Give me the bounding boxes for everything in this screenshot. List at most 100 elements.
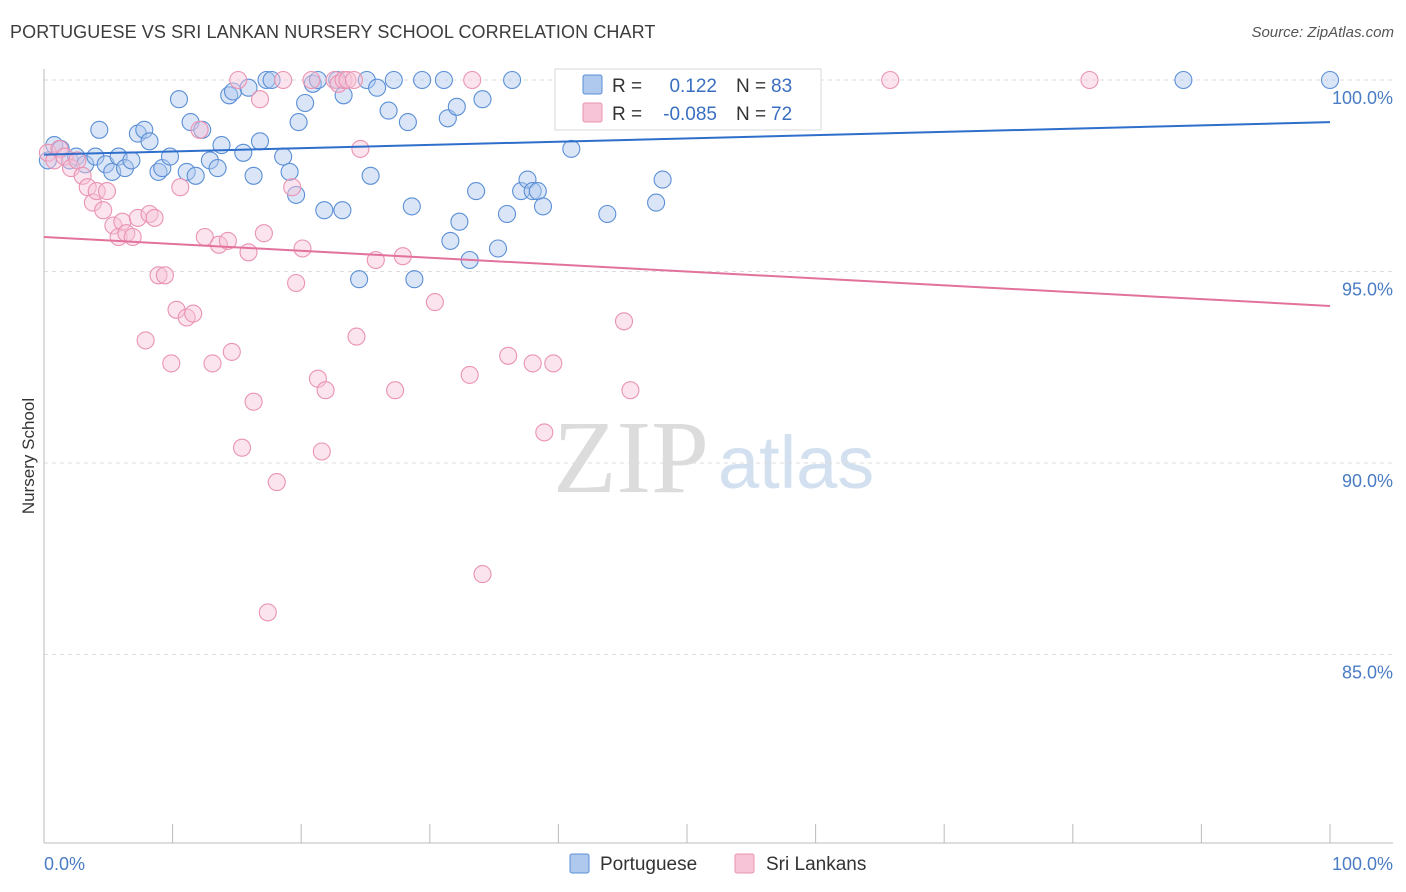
point-portuguese-12 [122,151,141,170]
point-portuguese-58 [447,97,466,116]
y-tick-labels: 100.0% 95.0% 90.0% 85.0% [1332,88,1393,683]
point-sri-lankans-53 [338,70,357,90]
legend-r-label-portuguese: R = [612,76,642,97]
chart-title: PORTUGUESE VS SRI LANKAN NURSERY SCHOOL … [10,22,656,42]
y-axis-title: Nursery School [19,398,38,514]
point-portuguese-22 [186,166,205,185]
watermark-zip: ZIP [553,400,709,515]
point-portuguese-72 [562,139,581,158]
point-portuguese-65 [497,204,517,224]
legend-n-value-sri-lankans: 72 [771,104,792,125]
point-portuguese-62 [467,182,486,201]
point-portuguese-75 [647,193,666,212]
point-sri-lankans-35 [232,438,252,457]
legend-r-value-sri-lankans: -0.085 [663,104,717,125]
legend-n-label-portuguese: N = [736,76,766,97]
point-sri-lankans-45 [293,239,312,258]
point-sri-lankans-18 [136,331,155,350]
point-portuguese-28 [223,82,243,101]
point-sri-lankans-38 [250,90,270,109]
point-sri-lankans-68 [614,312,634,331]
chart-source: Source: ZipAtlas.com [1251,24,1394,41]
point-sri-lankans-58 [386,381,405,400]
legend-n-value-portuguese: 83 [771,76,792,97]
x-tick-label-0: 0.0% [44,854,85,874]
point-portuguese-70 [528,182,547,201]
point-portuguese-76 [653,170,672,189]
point-sri-lankans-67 [544,354,563,373]
point-sri-lankans-30 [203,354,222,373]
point-sri-lankans-44 [287,273,306,293]
point-sri-lankans-22 [155,266,174,285]
point-portuguese-25 [208,159,227,178]
point-sri-lankans-25 [171,178,190,197]
x-tick-label-1: 100.0% [1332,854,1393,874]
legend-swatch-sri-lankans [582,102,603,123]
point-sri-lankans-9 [87,182,106,201]
point-sri-lankans-1 [45,151,64,170]
point-sri-lankans-61 [460,365,479,384]
point-portuguese-48 [361,166,380,185]
point-sri-lankans-56 [351,139,370,158]
point-sri-lankans-20 [145,208,164,227]
point-portuguese-20 [177,162,196,181]
y-tick-label-2: 90.0% [1342,471,1393,491]
legend-swatch-portuguese [582,74,603,95]
point-sri-lankans-36 [239,243,258,262]
legend-r-value-portuguese: 0.122 [669,76,717,97]
point-portuguese-71 [533,197,553,216]
point-sri-lankans-65 [523,354,542,373]
point-sri-lankans-43 [283,178,302,197]
point-portuguese-60 [441,231,460,250]
point-sri-lankans-33 [222,342,241,361]
point-sri-lankans-63 [473,565,492,584]
point-portuguese-29 [234,143,253,162]
point-portuguese-38 [289,113,308,132]
stats-legend: R = 0.122 N = 83 R = -0.085 N = 72 [554,68,822,131]
point-portuguese-81 [1174,70,1193,90]
point-sri-lankans-27 [184,304,203,323]
point-portuguese-7 [90,120,109,139]
point-sri-lankans-48 [312,442,331,461]
point-sri-lankans-8 [83,193,102,212]
series-legend-label-portuguese: Portuguese [600,854,697,875]
point-portuguese-14 [135,120,154,139]
point-portuguese-51 [384,70,403,90]
series-legend-swatch-sri-lankans [734,853,755,874]
gridlines [44,79,1393,655]
point-portuguese-55 [413,70,432,90]
point-portuguese-19 [169,90,189,109]
point-portuguese-44 [333,201,352,220]
point-sri-lankans-60 [425,293,444,312]
point-portuguese-24 [200,151,219,170]
point-portuguese-49 [368,78,387,97]
legend-r-label-sri-lankans: R = [612,104,642,125]
series-sri-lankans-points [38,70,1099,622]
point-sri-lankans-55 [347,327,366,346]
point-portuguese-54 [405,270,424,289]
point-sri-lankans-39 [254,224,273,243]
x-axis-ticks [43,824,1331,843]
point-sri-lankans-49 [316,381,335,400]
point-sri-lankans-11 [97,182,117,201]
point-sri-lankans-52 [334,70,353,90]
point-portuguese-35 [274,147,293,166]
series-legend: Portuguese Sri Lankans [569,853,866,875]
point-sri-lankans-23 [162,354,181,373]
y-tick-label-1: 95.0% [1342,280,1393,300]
point-portuguese-32 [250,132,270,151]
point-portuguese-59 [450,212,469,231]
series-legend-label-sri-lankans: Sri Lankans [766,854,866,875]
point-sri-lankans-46 [302,70,321,90]
point-portuguese-63 [473,90,492,109]
point-sri-lankans-66 [535,423,554,442]
point-portuguese-73 [598,204,617,224]
point-portuguese-64 [488,239,508,258]
trend-line-sri-lankans [43,236,1331,307]
point-portuguese-53 [402,197,421,216]
point-portuguese-15 [140,132,159,151]
point-sri-lankans-42 [274,70,293,90]
point-portuguese-42 [315,201,334,220]
series-legend-swatch-portuguese [569,853,590,874]
